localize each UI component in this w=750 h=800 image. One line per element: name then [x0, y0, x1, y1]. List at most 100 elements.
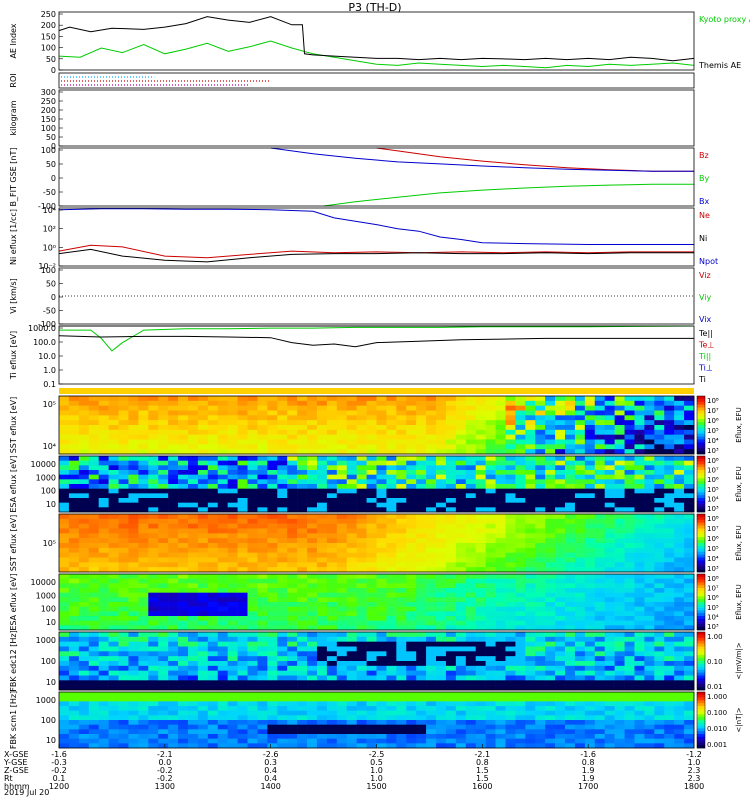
heat-cell [68, 533, 80, 539]
heat-cell [594, 429, 605, 435]
heat-cell [634, 724, 645, 730]
heat-cell [257, 574, 268, 579]
heat-cell [336, 474, 348, 480]
heat-cell [187, 710, 199, 716]
heat-cell [406, 488, 417, 494]
heat-cell [138, 400, 149, 406]
heat-cell [644, 597, 655, 603]
heat-cell [277, 434, 288, 440]
heat-cell [386, 701, 397, 707]
heat-cell [376, 656, 387, 662]
heat-cell [654, 523, 665, 529]
heat-cell [356, 706, 367, 711]
heat-cell [168, 552, 179, 558]
heat-cell [634, 502, 645, 508]
colorbar-cell [697, 742, 705, 746]
heat-cell [197, 400, 209, 406]
heat-cell [445, 400, 457, 406]
heat-cell [555, 444, 566, 450]
heat-cell [485, 429, 496, 435]
heat-cell [207, 720, 219, 725]
heat-cell [584, 410, 596, 416]
heat-cell [227, 680, 238, 686]
heat-cell [68, 606, 80, 612]
heat-cell [247, 670, 258, 676]
heat-cell [366, 616, 377, 621]
heat-cell [594, 720, 605, 725]
colorbar-cell [697, 427, 705, 432]
heat-cell [495, 439, 506, 445]
heat-cell [178, 578, 189, 584]
heat-cell [545, 710, 556, 716]
heat-cell [505, 646, 516, 652]
heat-cell [455, 656, 467, 662]
heat-cell [624, 641, 635, 647]
heat-cell [406, 602, 417, 607]
heat-cell [654, 528, 665, 534]
heat-cell [187, 507, 199, 513]
heat-cell [584, 429, 596, 435]
heat-cell [78, 696, 90, 702]
heat-cell [684, 528, 695, 534]
heat-cell [197, 632, 209, 638]
heat-cell [445, 456, 457, 461]
heat-cell [307, 665, 318, 671]
heat-cell [485, 625, 496, 631]
heat-cell [78, 636, 90, 642]
heat-cell [138, 434, 149, 440]
heat-cell [416, 518, 427, 524]
time-tick-value: 1400 [260, 782, 280, 791]
heat-cell [525, 439, 536, 445]
heat-cell [366, 602, 377, 607]
heat-cell [495, 646, 506, 652]
heat-cell [674, 507, 685, 513]
heat-cell [505, 460, 516, 466]
heat-cell [584, 675, 596, 681]
heat-cell [416, 488, 427, 494]
heat-cell [574, 661, 586, 667]
heat-cell [565, 567, 576, 573]
heat-cell [108, 588, 119, 593]
heat-cell [624, 696, 635, 702]
heat-cell [98, 620, 109, 626]
heat-cell [485, 616, 496, 621]
heat-cell [138, 405, 149, 411]
heat-cell [187, 574, 199, 579]
heat-cell [614, 488, 625, 494]
heat-cell [336, 625, 348, 631]
heat-cell [674, 670, 685, 676]
heat-cell [316, 665, 328, 671]
heat-cell [297, 523, 308, 529]
heat-cell [674, 444, 685, 450]
heat-cell [396, 670, 407, 676]
heat-cell [326, 528, 338, 534]
time-tick-value: 1600 [472, 782, 492, 791]
heat-cell [267, 400, 278, 406]
heat-cell [386, 567, 397, 573]
heat-cell [584, 396, 596, 402]
heat-cell [545, 514, 556, 520]
heat-cell [307, 696, 318, 702]
heat-cell [604, 625, 615, 631]
y-tick-label: 10 [46, 678, 56, 687]
heat-cell [584, 533, 596, 539]
heat-cell [495, 632, 506, 638]
heat-cell [128, 715, 139, 721]
heat-cell [158, 616, 169, 621]
heat-cell [227, 729, 238, 735]
heat-cell [465, 439, 477, 445]
heat-cell [455, 724, 467, 730]
heat-cell [664, 588, 675, 593]
heat-cell [674, 488, 685, 494]
heat-cell [88, 680, 99, 686]
heat-cell [267, 685, 278, 691]
heat-cell [565, 479, 576, 485]
series-line [58, 208, 694, 245]
heat-cell [475, 724, 486, 730]
heat-cell [267, 465, 278, 471]
heat-cell [307, 498, 318, 503]
time-tick-value: 1.9 [582, 766, 595, 775]
heat-cell [475, 715, 486, 721]
heat-cell [406, 715, 417, 721]
heat-cell [148, 456, 159, 461]
